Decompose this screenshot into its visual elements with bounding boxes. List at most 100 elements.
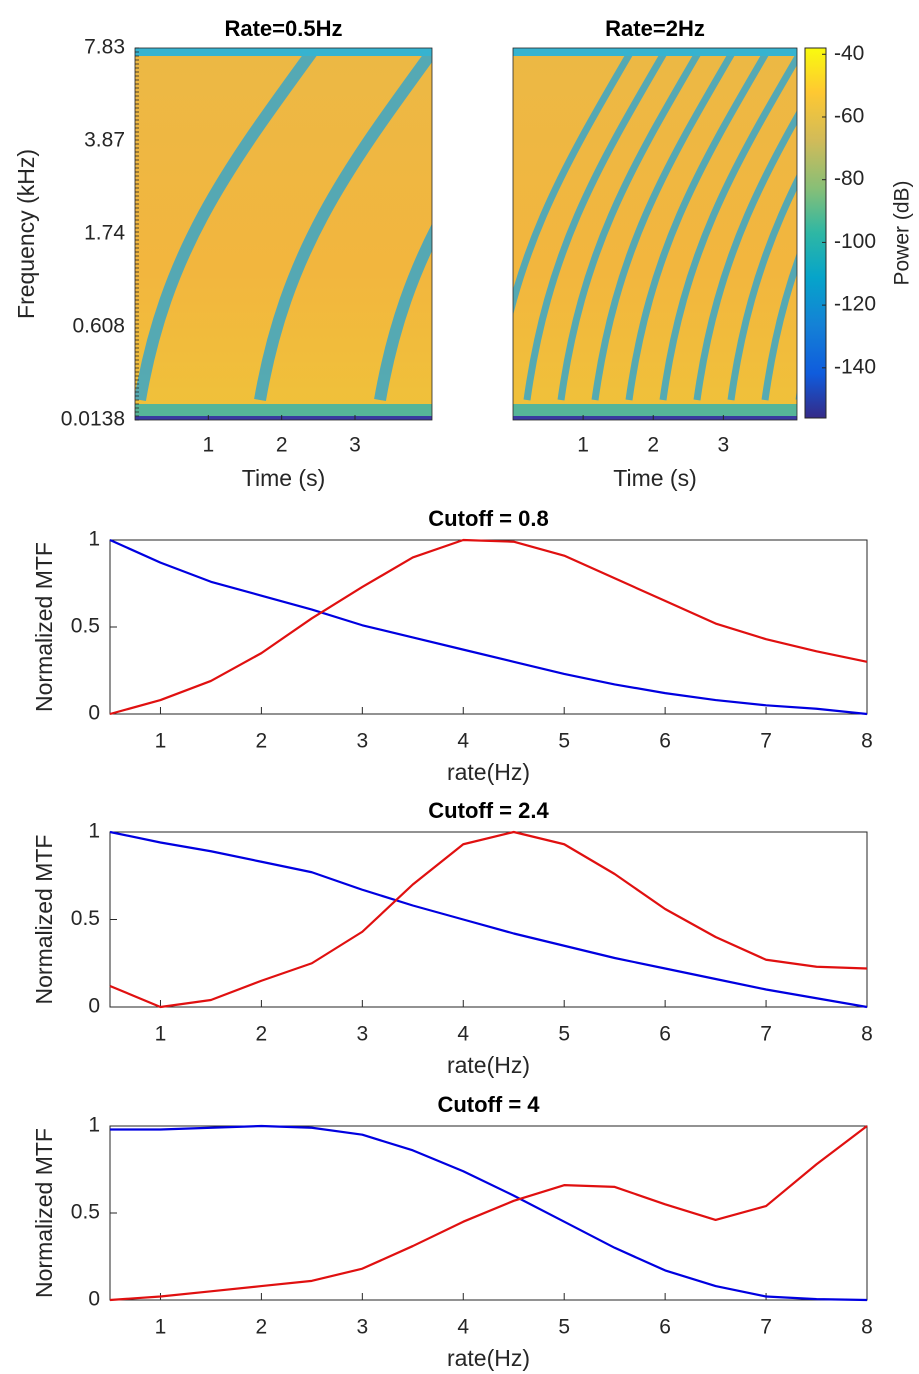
x-tick-label: 2 (256, 1316, 268, 1339)
x-axis-label: rate(Hz) (447, 1052, 530, 1078)
x-axis-label: Time (s) (242, 465, 325, 491)
x-tick-label: 1 (155, 730, 167, 753)
spectrogram-stripe (659, 51, 797, 401)
y-tick-label: 0.5 (71, 1201, 100, 1224)
chart-title: Cutoff = 0.8 (428, 506, 548, 531)
axes-box (512, 47, 798, 421)
line-series (109, 538, 868, 716)
y-tick-label: 0 (88, 995, 100, 1018)
x-tick-label: 4 (457, 1316, 469, 1339)
x-tick-label: 1 (577, 434, 589, 457)
x-tick-label: 2 (647, 434, 659, 457)
y-tick-label: 0.5 (71, 907, 100, 930)
spectrogram-stripe (374, 223, 432, 402)
colorbar-tick-label: -120 (834, 293, 876, 316)
x-tick-label: 4 (457, 1023, 469, 1046)
x-axis-label: Time (s) (613, 465, 696, 491)
colorbar-tick-label: -40 (834, 42, 864, 65)
spectrogram-stripe (557, 48, 705, 401)
y-tick-label: 7.83 (84, 36, 125, 59)
x-tick-label: 1 (155, 1023, 167, 1046)
x-tick-label: 3 (356, 1316, 368, 1339)
y-axis-label: Frequency (kHz) (13, 149, 39, 319)
x-tick-label: 4 (457, 730, 469, 753)
x-tick-label: 6 (659, 730, 671, 753)
x-tick-label: 8 (861, 730, 873, 753)
spectrogram-stripe (254, 48, 432, 402)
y-tick-label: 1 (88, 820, 100, 843)
x-tick-label: 8 (861, 1316, 873, 1339)
colorbar-tick-label: -140 (834, 355, 876, 378)
x-tick-label: 7 (760, 1023, 772, 1046)
spectrogram-low-band (513, 404, 797, 416)
spectrogram-stripe (591, 48, 739, 401)
y-tick-label: 1 (88, 1114, 100, 1137)
spectrogram-top-band (513, 48, 797, 56)
axes-box (109, 539, 868, 715)
y-tick-label: 3.87 (84, 129, 125, 152)
x-tick-label: 3 (356, 730, 368, 753)
x-tick-label: 2 (256, 730, 268, 753)
line-series (110, 1124, 868, 1302)
line-series (109, 830, 868, 1009)
x-tick-label: 7 (760, 730, 772, 753)
spectrogram-top-band (135, 48, 432, 56)
spectrogram-stripe (523, 48, 671, 401)
colorbar (804, 47, 827, 419)
y-tick-label: 0 (88, 1288, 100, 1311)
x-axis-label: rate(Hz) (447, 759, 530, 785)
x-tick-label: 2 (256, 1023, 268, 1046)
x-tick-label: 8 (861, 1023, 873, 1046)
x-tick-label: 3 (356, 1023, 368, 1046)
x-tick-label: 1 (155, 1316, 167, 1339)
y-axis-label: Normalized MTF (31, 542, 57, 712)
y-tick-label: 1.74 (84, 222, 125, 245)
y-tick-label: 0 (88, 702, 100, 725)
colorbar-tick-label: -80 (834, 167, 864, 190)
axes-box (134, 47, 433, 421)
x-tick-label: 5 (558, 730, 570, 753)
x-tick-label: 7 (760, 1316, 772, 1339)
colorbar-tick-label: -60 (834, 105, 864, 128)
x-tick-label: 5 (558, 1023, 570, 1046)
spectrogram-background (135, 48, 432, 420)
spectrogram-bottom-band (513, 416, 797, 420)
line-series (109, 1125, 868, 1302)
y-tick-label: 1 (88, 528, 100, 551)
spectrogram-stripe (727, 173, 797, 401)
y-axis-label: Normalized MTF (31, 1128, 57, 1298)
x-axis-label: rate(Hz) (447, 1345, 530, 1371)
x-tick-label: 5 (558, 1316, 570, 1339)
x-tick-label: 6 (659, 1316, 671, 1339)
x-tick-label: 2 (276, 434, 288, 457)
spectrogram-stripe (135, 48, 320, 402)
spectrogram-background (513, 48, 797, 420)
line-series (109, 538, 868, 716)
x-tick-label: 3 (349, 434, 361, 457)
spectrogram-stripe (761, 252, 797, 401)
axes-box (109, 831, 868, 1008)
y-tick-label: 0.608 (72, 315, 125, 338)
chart-title: Cutoff = 2.4 (428, 798, 549, 823)
chart-title: Cutoff = 4 (437, 1092, 540, 1117)
chart-title: Rate=0.5Hz (224, 16, 342, 41)
spectrogram-image (135, 48, 432, 420)
spectrogram-stripe (693, 110, 797, 401)
colorbar-label: Power (dB) (891, 180, 914, 285)
chart-title: Rate=2Hz (605, 16, 705, 41)
spectrogram-bottom-band (135, 416, 432, 420)
line-series (109, 830, 868, 1009)
x-tick-label: 6 (659, 1023, 671, 1046)
colorbar-tick-label: -100 (834, 230, 876, 253)
spectrogram-image (513, 48, 797, 420)
spectrogram-low-band (135, 404, 432, 416)
y-axis-label: Normalized MTF (31, 835, 57, 1005)
y-tick-label: 0.0138 (61, 408, 125, 431)
y-tick-label: 0.5 (71, 615, 100, 638)
spectrogram-stripe (625, 48, 773, 401)
x-tick-label: 1 (202, 434, 214, 457)
spectrogram-stripe (513, 48, 637, 316)
x-tick-label: 3 (718, 434, 730, 457)
axes-box (109, 1125, 868, 1301)
